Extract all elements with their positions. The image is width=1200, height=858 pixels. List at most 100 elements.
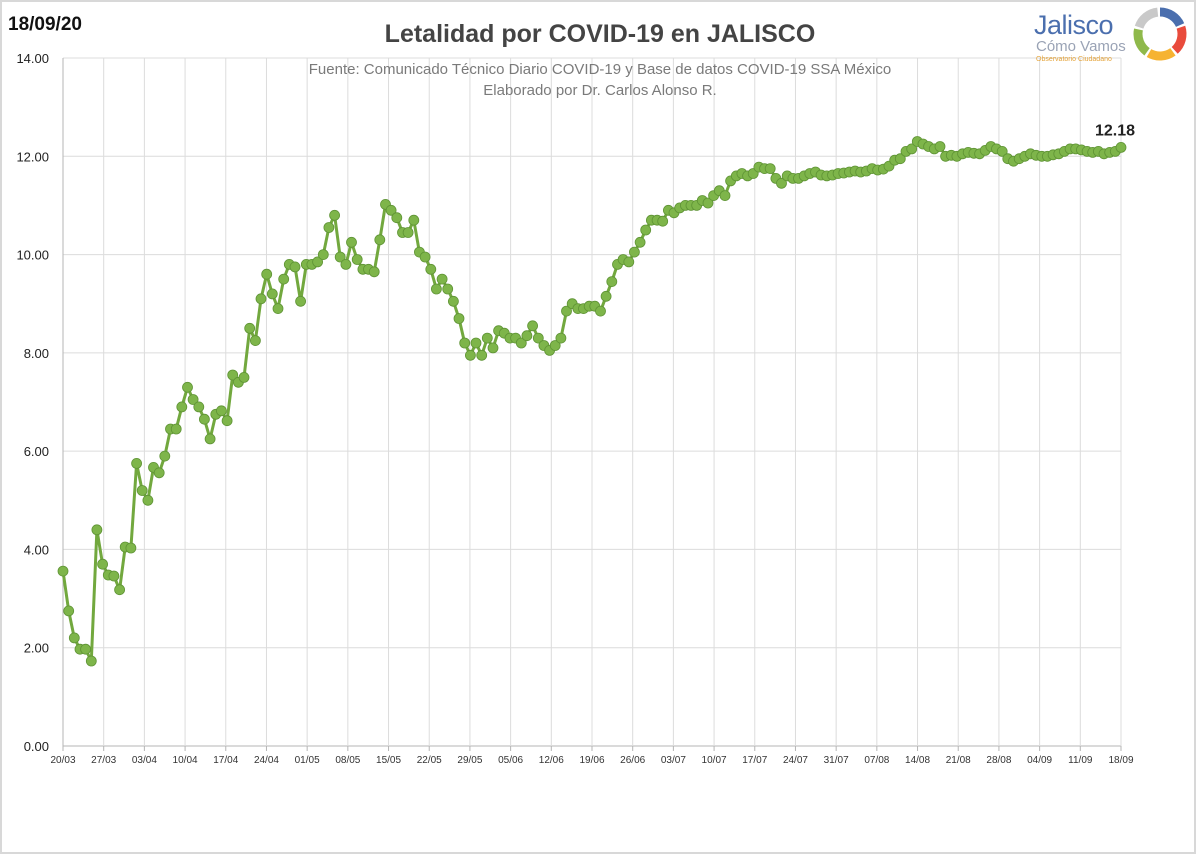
data-point (430, 283, 442, 295)
y-tick-label: 14.00 (16, 51, 49, 66)
x-tick-label: 20/03 (50, 755, 75, 766)
data-point (527, 320, 538, 332)
data-point (1115, 141, 1127, 153)
chart-title: Letalidad por COVID-19 en JALISCO (384, 20, 816, 48)
x-tick-label: 10/04 (173, 755, 198, 766)
x-tick-label: 10/07 (702, 755, 727, 766)
data-point (606, 276, 618, 288)
data-point (402, 227, 414, 238)
y-tick-label: 8.00 (24, 346, 49, 361)
data-point (634, 236, 646, 248)
data-point (453, 313, 465, 324)
x-tick-label: 28/08 (986, 755, 1011, 766)
data-point (702, 197, 714, 209)
data-point (204, 433, 216, 445)
x-tick-label: 24/07 (783, 755, 808, 766)
x-tick-label: 03/04 (132, 755, 157, 766)
x-tick-label: 17/07 (742, 755, 767, 766)
data-point (238, 371, 250, 383)
data-point (63, 605, 75, 617)
data-point (764, 163, 776, 175)
data-point (374, 234, 386, 246)
y-tick-label: 4.00 (24, 542, 49, 557)
data-point (97, 558, 108, 570)
data-point (85, 655, 97, 667)
data-point (176, 401, 188, 413)
grid-lines (62, 57, 1122, 747)
series-letalidad (57, 136, 1127, 667)
x-tick-label: 24/04 (254, 755, 279, 766)
logo-ring-segment (1134, 7, 1159, 29)
data-point (481, 332, 493, 344)
data-point (227, 369, 239, 381)
data-point (934, 141, 946, 152)
data-point (182, 381, 193, 393)
data-point (595, 305, 606, 317)
data-point (170, 423, 182, 435)
data-point (312, 256, 324, 268)
x-axis: 20/03 27/03 03/04 10/04 17/04 24/04 01/05 08/05… (50, 746, 1134, 766)
data-point (532, 332, 544, 344)
report-date: 18/09/20 (8, 14, 82, 35)
x-tick-label: 11/09 (1068, 755, 1093, 766)
x-tick-label: 22/05 (417, 755, 442, 766)
y-axis: 0.00 2.00 4.00 6.00 8.00 10.00 12.00 14.00 (16, 51, 49, 754)
data-point (623, 256, 635, 268)
data-point (351, 254, 363, 265)
x-tick-label: 14/08 (905, 755, 930, 766)
data-point (657, 215, 669, 227)
logo-line-2: Cómo Vamos (1036, 38, 1126, 55)
data-point (125, 542, 137, 554)
data-point (108, 570, 120, 582)
x-tick-label: 08/05 (335, 755, 360, 766)
data-point (436, 273, 448, 285)
data-point (629, 246, 640, 258)
data-point (323, 222, 335, 233)
data-point (385, 204, 397, 216)
data-point (261, 268, 273, 280)
logo-line-1: Jalisco (1034, 10, 1114, 40)
data-point (221, 415, 233, 427)
x-tick-label: 05/06 (498, 755, 523, 766)
data-point (487, 342, 499, 354)
data-point (136, 485, 148, 496)
data-point (91, 524, 103, 536)
logo-ring-icon (1133, 7, 1187, 61)
x-tick-label: 04/09 (1027, 755, 1052, 766)
data-point (295, 295, 307, 307)
x-tick-label: 31/07 (824, 755, 849, 766)
data-point (419, 251, 431, 263)
data-point (329, 209, 341, 221)
data-point (131, 457, 143, 469)
data-point (515, 337, 527, 349)
chart-source: Fuente: Comunicado Técnico Diario COVID-… (0, 59, 1200, 101)
data-point (521, 330, 533, 342)
y-tick-label: 10.00 (16, 248, 49, 263)
data-point (408, 214, 420, 226)
data-point (391, 212, 403, 224)
logo-ring-segment (1146, 47, 1176, 61)
data-point (719, 190, 731, 202)
source-line-1: Fuente: Comunicado Técnico Diario COVID-… (308, 61, 892, 78)
data-point (249, 335, 261, 347)
data-point (193, 401, 205, 413)
data-point (459, 337, 471, 349)
data-point (198, 413, 210, 425)
data-point (776, 177, 787, 189)
jalisco-como-vamos-logo: Jalisco Cómo Vamos Observatorio Ciudadan… (1030, 7, 1195, 68)
y-tick-label: 2.00 (24, 641, 49, 656)
data-point (215, 405, 227, 417)
x-tick-label: 12/06 (539, 755, 564, 766)
data-point (894, 153, 906, 165)
logo-ring-segment (1133, 28, 1150, 56)
data-point (561, 305, 572, 317)
data-point (244, 322, 256, 334)
x-tick-label: 21/08 (946, 755, 971, 766)
x-tick-label: 15/05 (376, 755, 401, 766)
y-tick-label: 0.00 (24, 739, 49, 754)
data-point (278, 273, 290, 285)
last-value-label: 12.18 (1095, 122, 1135, 139)
data-point (549, 340, 561, 351)
y-tick-label: 6.00 (24, 444, 49, 459)
